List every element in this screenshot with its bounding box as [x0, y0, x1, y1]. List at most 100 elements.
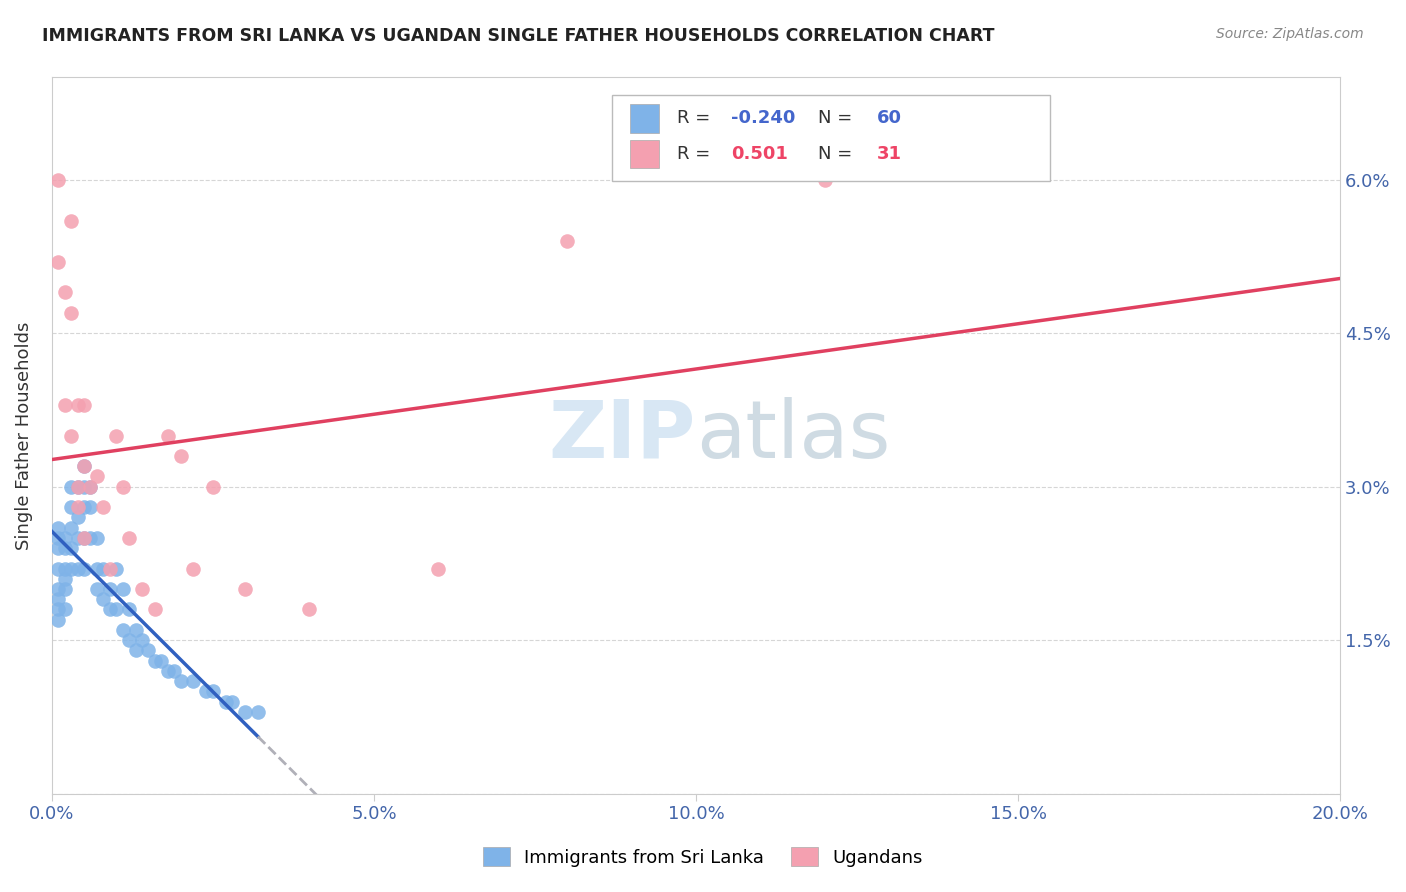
Point: [46, 541, 69, 555]
Y-axis label: Single Father Households: Single Father Households: [15, 321, 32, 549]
Point: [73, 480, 96, 494]
Point: [73, 459, 96, 474]
Text: IMMIGRANTS FROM SRI LANKA VS UGANDAN SINGLE FATHER HOUSEHOLDS CORRELATION CHART: IMMIGRANTS FROM SRI LANKA VS UGANDAN SIN…: [42, 27, 994, 45]
Bar: [630, 104, 658, 133]
Text: -0.240: -0.240: [731, 109, 796, 128]
Point: [86, 531, 108, 545]
Point: [46, 531, 69, 545]
Point: [60, 561, 83, 575]
Point: [86, 582, 108, 596]
Point: [53, 582, 76, 596]
Point: [195, 684, 218, 698]
Point: [73, 459, 96, 474]
Point: [73, 531, 96, 545]
Point: [73, 561, 96, 575]
Point: [118, 602, 141, 616]
Point: [79, 531, 101, 545]
Point: [111, 480, 134, 494]
Point: [201, 684, 224, 698]
Point: [98, 561, 121, 575]
Point: [131, 633, 153, 648]
Point: [60, 480, 83, 494]
Point: [233, 582, 256, 596]
Point: [233, 705, 256, 719]
Point: [215, 695, 238, 709]
Point: [66, 480, 89, 494]
Point: [111, 623, 134, 637]
Point: [169, 449, 191, 463]
Text: 0.501: 0.501: [731, 145, 787, 163]
Point: [46, 521, 69, 535]
Point: [66, 510, 89, 524]
Point: [46, 602, 69, 616]
Text: N =: N =: [818, 145, 859, 163]
Point: [79, 480, 101, 494]
Point: [814, 173, 837, 187]
Point: [91, 592, 114, 607]
Point: [169, 674, 191, 689]
Point: [46, 561, 69, 575]
Point: [105, 561, 128, 575]
Point: [183, 674, 205, 689]
Point: [53, 572, 76, 586]
Point: [163, 664, 186, 678]
Point: [53, 285, 76, 300]
Text: 31: 31: [876, 145, 901, 163]
Point: [91, 500, 114, 515]
Point: [427, 561, 450, 575]
Point: [201, 480, 224, 494]
Point: [46, 254, 69, 268]
Point: [66, 480, 89, 494]
Point: [298, 602, 321, 616]
Point: [138, 643, 160, 657]
Point: [53, 541, 76, 555]
Point: [86, 561, 108, 575]
Point: [66, 531, 89, 545]
Text: ZIP: ZIP: [548, 397, 696, 475]
Point: [46, 592, 69, 607]
Legend: Immigrants from Sri Lanka, Ugandans: Immigrants from Sri Lanka, Ugandans: [475, 840, 931, 874]
Point: [60, 521, 83, 535]
Point: [124, 623, 146, 637]
Point: [118, 531, 141, 545]
Point: [79, 500, 101, 515]
Point: [183, 561, 205, 575]
Point: [60, 541, 83, 555]
Point: [86, 469, 108, 483]
Point: [150, 654, 173, 668]
Point: [53, 398, 76, 412]
Point: [53, 602, 76, 616]
Point: [143, 654, 166, 668]
Point: [46, 582, 69, 596]
Point: [118, 633, 141, 648]
Bar: [630, 140, 658, 169]
Point: [98, 602, 121, 616]
Point: [105, 602, 128, 616]
Point: [156, 664, 179, 678]
Point: [73, 500, 96, 515]
Point: [73, 531, 96, 545]
Point: [73, 398, 96, 412]
Point: [131, 582, 153, 596]
Point: [143, 602, 166, 616]
Point: [79, 480, 101, 494]
Point: [53, 561, 76, 575]
Point: [555, 234, 578, 248]
Point: [60, 428, 83, 442]
Text: R =: R =: [676, 145, 721, 163]
Point: [66, 500, 89, 515]
Point: [221, 695, 243, 709]
Point: [91, 561, 114, 575]
Point: [60, 500, 83, 515]
Text: 60: 60: [876, 109, 901, 128]
Point: [124, 643, 146, 657]
Point: [105, 428, 128, 442]
Point: [53, 531, 76, 545]
Point: [98, 582, 121, 596]
Point: [66, 561, 89, 575]
Point: [60, 306, 83, 320]
Point: [66, 398, 89, 412]
FancyBboxPatch shape: [612, 95, 1050, 181]
Point: [111, 582, 134, 596]
Point: [246, 705, 269, 719]
